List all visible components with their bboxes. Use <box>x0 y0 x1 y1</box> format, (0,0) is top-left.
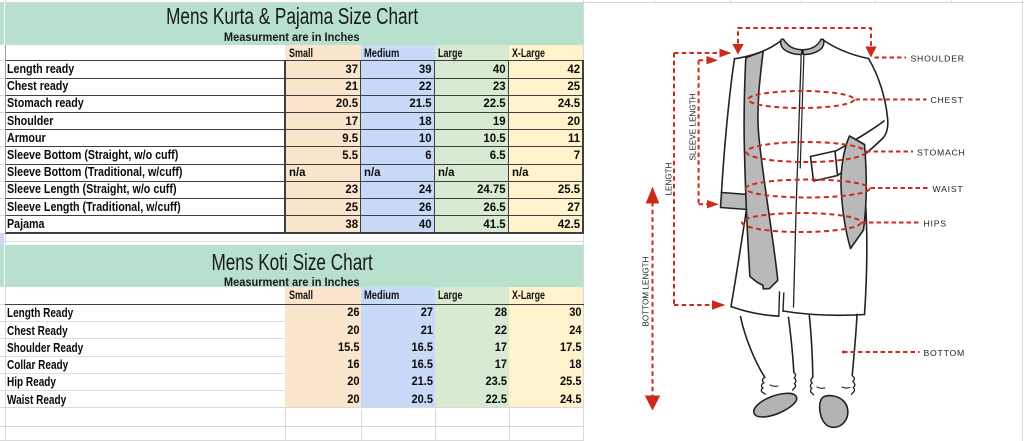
svg-text:SLEEVE LENGTH: SLEEVE LENGTH <box>689 93 698 160</box>
svg-text:SHOULDER: SHOULDER <box>911 53 965 63</box>
svg-text:WAIST: WAIST <box>933 184 964 194</box>
svg-text:HIPS: HIPS <box>924 219 947 229</box>
svg-text:CHEST: CHEST <box>931 95 964 105</box>
svg-text:BOTTOM: BOTTOM <box>924 348 966 358</box>
svg-text:STOMACH: STOMACH <box>917 147 966 157</box>
svg-text:LENGTH: LENGTH <box>665 162 674 195</box>
svg-text:BOTTOM LENGTH: BOTTOM LENGTH <box>642 256 651 326</box>
